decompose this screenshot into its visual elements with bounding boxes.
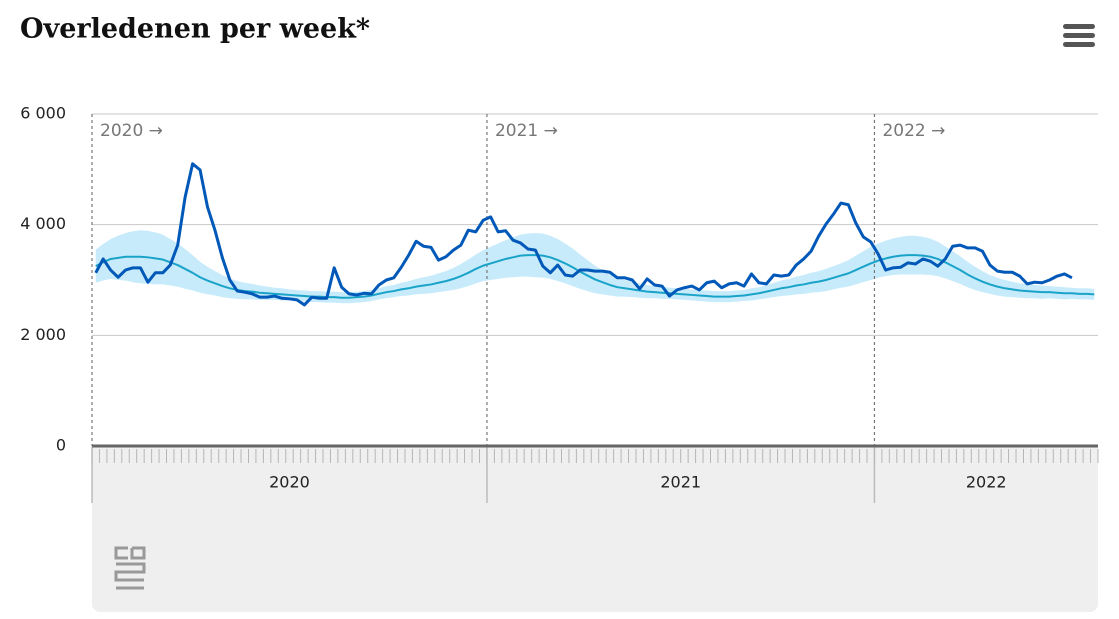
y-tick-label: 4 000: [20, 214, 66, 233]
x-group-label: 2020: [269, 473, 310, 492]
x-group-label: 2021: [660, 473, 701, 492]
y-tick-label: 0: [56, 436, 66, 455]
year-marker: 2021 →: [495, 121, 558, 141]
series-line: [95, 254, 1095, 299]
y-tick-label: 6 000: [20, 104, 66, 123]
y-tick-label: 2 000: [20, 325, 66, 344]
chart-title: Overledenen per week*: [20, 14, 370, 45]
x-group-label: 2022: [966, 473, 1007, 492]
menu-button[interactable]: [1063, 24, 1095, 47]
band-area: [95, 230, 1095, 304]
year-marker: 2022 →: [882, 121, 945, 141]
logo: [114, 546, 146, 590]
year-marker: 2020 →: [100, 121, 163, 141]
menu-bar[interactable]: [1063, 24, 1095, 29]
axis-panel: [92, 447, 1098, 612]
series-line: [94, 162, 1073, 307]
menu-bar[interactable]: [1063, 33, 1095, 38]
menu-bar[interactable]: [1063, 42, 1095, 47]
